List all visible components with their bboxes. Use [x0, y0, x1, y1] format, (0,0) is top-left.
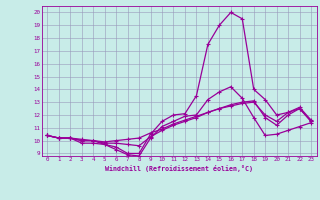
- X-axis label: Windchill (Refroidissement éolien,°C): Windchill (Refroidissement éolien,°C): [105, 165, 253, 172]
